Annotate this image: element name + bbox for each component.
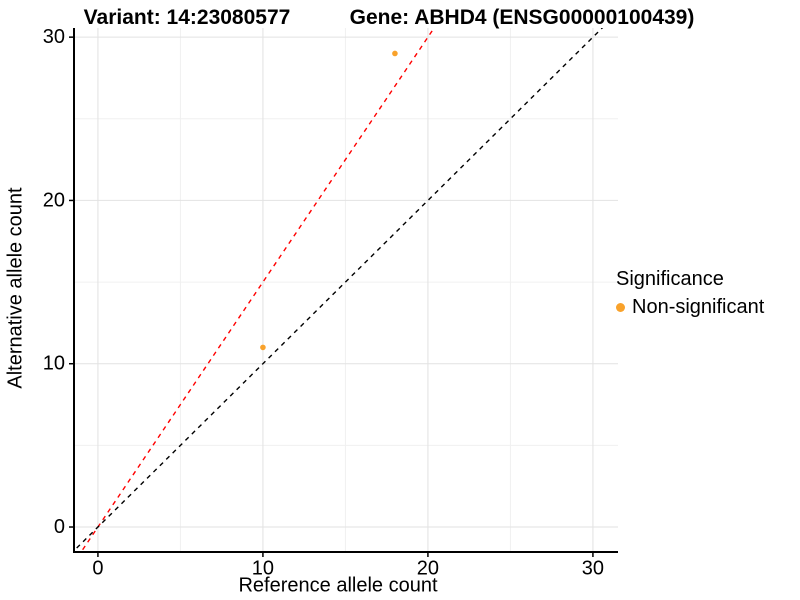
y-tick-label: 0 bbox=[54, 516, 65, 538]
data-point bbox=[260, 344, 266, 351]
y-tick-label: 20 bbox=[43, 189, 65, 211]
legend-title: Significance bbox=[616, 268, 724, 290]
y-tick-label: 30 bbox=[43, 26, 65, 48]
legend-item: Non-significant bbox=[616, 296, 764, 319]
x-tick-label: 10 bbox=[252, 558, 274, 580]
variant-title: Variant: 14:23080577 bbox=[83, 6, 291, 29]
gene-title: Gene: ABHD4 (ENSG00000100439) bbox=[349, 6, 695, 29]
legend-point-icon bbox=[616, 303, 625, 312]
legend-item-label: Non-significant bbox=[632, 296, 765, 318]
x-tick-label: 0 bbox=[92, 558, 103, 580]
identity-line bbox=[74, 28, 604, 552]
reference-lines bbox=[74, 28, 604, 552]
x-tick-label: 20 bbox=[417, 558, 439, 580]
x-tick-label: 30 bbox=[582, 558, 604, 580]
data-point bbox=[392, 50, 398, 57]
legend-items: Non-significant bbox=[616, 296, 764, 319]
x-axis-title: Reference allele count bbox=[238, 574, 438, 597]
y-axis-title: Alternative allele count bbox=[4, 187, 27, 389]
y-tick-label: 10 bbox=[43, 353, 65, 375]
ratio-line bbox=[80, 28, 435, 552]
legend: Significance Non-significant bbox=[616, 268, 764, 319]
